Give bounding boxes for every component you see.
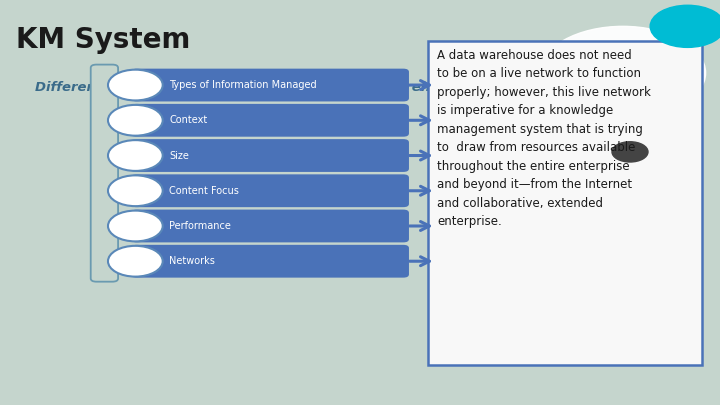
Circle shape	[650, 5, 720, 47]
FancyBboxPatch shape	[91, 64, 118, 281]
Text: Networks: Networks	[169, 256, 215, 266]
Circle shape	[108, 105, 163, 136]
Text: KM System: KM System	[16, 26, 190, 54]
Circle shape	[108, 70, 163, 100]
FancyBboxPatch shape	[131, 174, 409, 207]
Circle shape	[108, 140, 163, 171]
FancyBboxPatch shape	[131, 209, 409, 242]
FancyBboxPatch shape	[428, 40, 702, 364]
FancyBboxPatch shape	[131, 139, 409, 172]
Text: A data warehouse does not need
to be on a live network to function
properly; how: A data warehouse does not need to be on …	[437, 49, 651, 228]
FancyBboxPatch shape	[131, 245, 409, 277]
Circle shape	[108, 175, 163, 206]
Circle shape	[612, 142, 648, 162]
Text: Content Focus: Content Focus	[169, 186, 239, 196]
Text: Differences Between a KM System and a Data Warehouse: Differences Between a KM System and a Da…	[35, 81, 465, 94]
FancyBboxPatch shape	[131, 104, 409, 136]
Circle shape	[108, 211, 163, 241]
Text: Performance: Performance	[169, 221, 231, 231]
FancyBboxPatch shape	[131, 68, 409, 101]
Text: Size: Size	[169, 151, 189, 160]
Circle shape	[540, 26, 706, 119]
Circle shape	[108, 246, 163, 277]
Text: Context: Context	[169, 115, 207, 125]
Text: Types of Information Managed: Types of Information Managed	[169, 80, 317, 90]
